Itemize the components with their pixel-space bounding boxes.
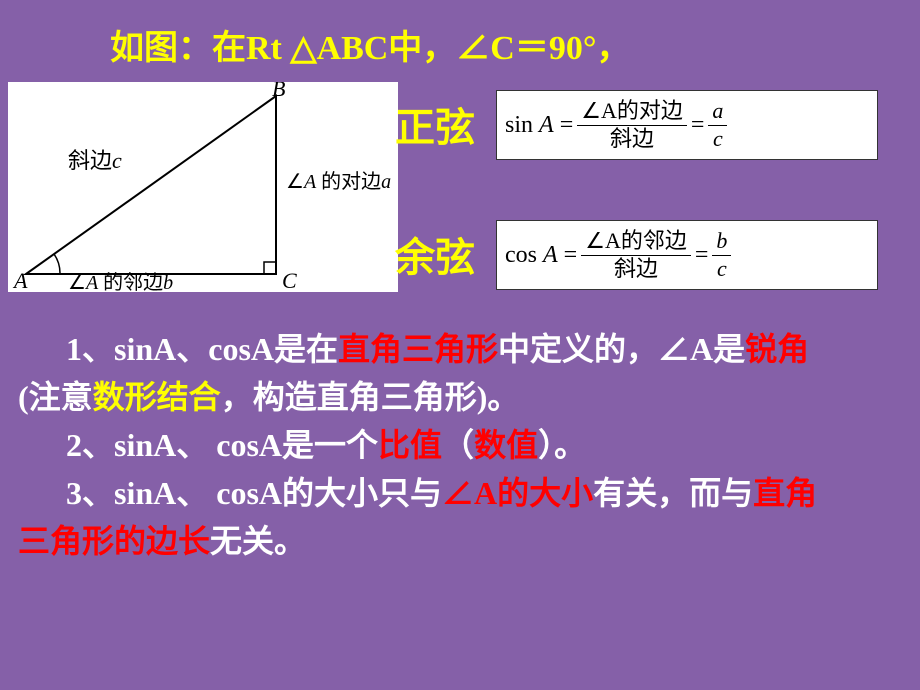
cos-mid-frac: ∠A的邻边 斜边 [581, 228, 691, 282]
n4d: 直角 [753, 475, 817, 511]
cos-rhs-den: c [717, 256, 727, 281]
cosine-formula: cos A = ∠A的邻边 斜边 = b c [496, 220, 878, 290]
sin-mid-den: 斜边 [606, 126, 658, 152]
note-1: 1、sinA、cosA是在直角三角形中定义的，∠A是锐角 [18, 325, 900, 373]
cos-mid-num: ∠A的邻边 [581, 228, 691, 255]
note-2: 2、sinA、 cosA是一个比值（数值）。 [18, 421, 900, 469]
n4c: 有关，而与 [593, 475, 753, 511]
svg-text:B: B [272, 82, 285, 101]
notes-block: 1、sinA、cosA是在直角三角形中定义的，∠A是锐角 (注意数形结合，构造直… [18, 325, 900, 565]
eq4: = [695, 242, 709, 269]
svg-text:∠A 的对边a: ∠A 的对边a [286, 170, 391, 193]
svg-text:C: C [282, 268, 297, 292]
triangle-diagram: A B C 斜边c ∠A 的对边a ∠A 的邻边b [8, 82, 398, 292]
sin-mid-num: ∠A的对边 [577, 98, 687, 125]
eq1: = [560, 112, 574, 139]
cos-lhs: cos [505, 242, 537, 269]
n1c: 中定义的，∠A是 [498, 331, 745, 367]
svg-text:A: A [12, 268, 28, 292]
note-3: 3、sinA、 cosA的大小只与∠A的大小有关，而与直角 [18, 469, 900, 517]
n3e: ）。 [538, 427, 586, 463]
n1b: 直角三角形 [338, 331, 498, 367]
n5b: 无关。 [210, 523, 306, 559]
svg-text:∠A 的邻边b: ∠A 的邻边b [68, 271, 173, 292]
n5a: 三角形的边长 [18, 523, 210, 559]
cos-mid-den: 斜边 [610, 256, 662, 282]
n3b: 比值 [378, 427, 442, 463]
sine-label: 正弦 [395, 95, 475, 153]
n2b: 数形结合 [93, 379, 221, 415]
note-3-cont: 三角形的边长无关。 [18, 517, 900, 565]
sin-lhs: sin [505, 112, 533, 139]
sin-rhs-frac: a c [708, 98, 727, 152]
eq2: = [691, 112, 705, 139]
n3c: （ [442, 427, 474, 463]
n4b: ∠A的大小 [442, 475, 593, 511]
n2a: (注意 [18, 379, 93, 415]
n2c: ，构造直角三角形)。 [221, 379, 520, 415]
eq3: = [564, 242, 578, 269]
n1a: 1、sinA、cosA是在 [66, 331, 338, 367]
n3a: 2、sinA、 cosA是一个 [66, 427, 378, 463]
cos-rhs-num: b [716, 228, 727, 253]
n4a: 3、sinA、 cosA的大小只与 [66, 475, 442, 511]
n1d: 锐角 [745, 331, 809, 367]
n3d: 数值 [474, 427, 538, 463]
sin-rhs-num: a [712, 98, 723, 123]
cos-var: A [543, 242, 558, 269]
cos-rhs-frac: b c [712, 228, 731, 282]
sine-formula: sin A = ∠A的对边 斜边 = a c [496, 90, 878, 160]
page-title: 如图：在Rt △ABC中，∠C＝90°， [110, 20, 630, 69]
sin-mid-frac: ∠A的对边 斜边 [577, 98, 687, 152]
sin-rhs-den: c [713, 126, 723, 151]
cosine-label: 余弦 [395, 225, 475, 283]
note-1-cont: (注意数形结合，构造直角三角形)。 [18, 373, 900, 421]
sin-var: A [539, 112, 554, 139]
svg-text:斜边c: 斜边c [68, 148, 122, 173]
